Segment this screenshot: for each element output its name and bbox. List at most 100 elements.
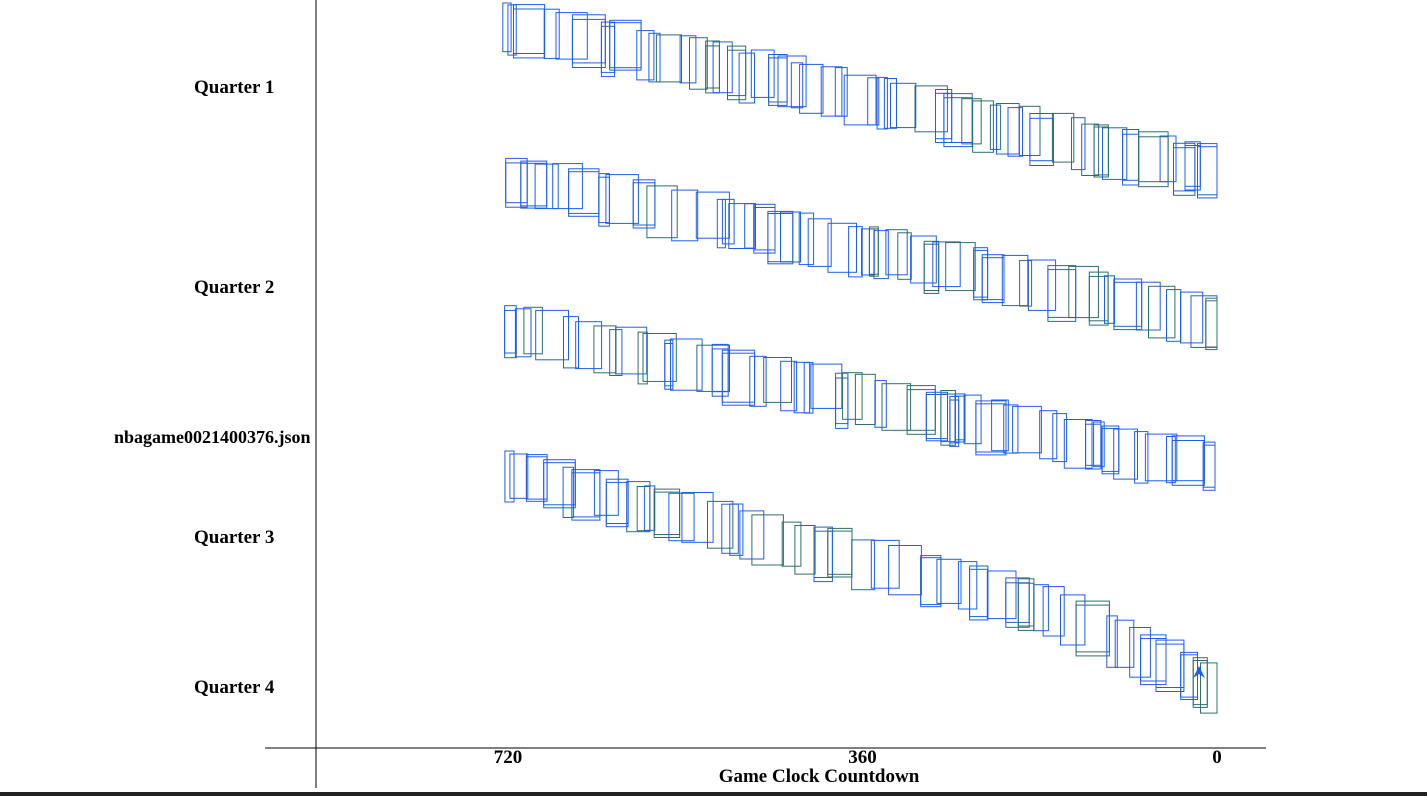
play-box <box>705 45 720 94</box>
play-box <box>637 331 648 385</box>
play-box <box>1155 639 1185 688</box>
play-box <box>981 254 1005 301</box>
play-box <box>520 162 548 209</box>
file-name-label: nbagame0021400376.json <box>114 427 311 447</box>
play-box <box>1051 112 1075 163</box>
play-box <box>738 52 755 104</box>
play-box <box>813 530 833 583</box>
play-box <box>1075 600 1110 653</box>
play-box <box>1205 300 1218 351</box>
play-box <box>969 568 989 621</box>
quarter-1-label: Quarter 1 <box>194 77 274 98</box>
play-box <box>1140 634 1167 682</box>
play-box <box>945 242 976 292</box>
play-box <box>615 326 648 375</box>
play-box <box>1093 421 1105 468</box>
play-box <box>653 491 681 539</box>
play-box <box>751 514 784 566</box>
play-box <box>543 462 576 509</box>
play-box <box>632 179 656 226</box>
play-box <box>936 558 962 604</box>
play-box <box>981 257 1005 304</box>
play-box <box>989 104 1002 150</box>
play-box <box>906 389 936 435</box>
play-box <box>780 360 798 412</box>
play-box <box>605 174 639 224</box>
play-box <box>954 395 966 443</box>
play-box <box>1063 419 1093 469</box>
play-box <box>851 539 875 591</box>
play-box <box>609 22 642 71</box>
play-box <box>543 459 576 506</box>
play-box <box>1113 278 1143 327</box>
play-box <box>1060 594 1086 646</box>
play-box <box>543 8 560 59</box>
play-box <box>897 232 912 280</box>
play-box <box>707 500 734 549</box>
play-box <box>679 35 697 84</box>
play-box <box>664 343 674 390</box>
play-box <box>1138 136 1169 188</box>
play-box <box>827 530 853 578</box>
play-box <box>1159 135 1177 183</box>
play-box <box>534 163 559 210</box>
play-box <box>664 339 674 387</box>
play-box <box>1019 260 1033 307</box>
play-box <box>843 74 877 126</box>
play-box <box>1052 413 1068 463</box>
play-box <box>1155 643 1185 692</box>
play-box <box>711 348 729 397</box>
play-box <box>689 37 708 90</box>
play-box <box>943 97 973 148</box>
play-box <box>575 321 603 370</box>
play-box <box>1197 146 1218 199</box>
play-box <box>827 222 857 273</box>
play-box <box>513 8 546 59</box>
play-box <box>642 333 677 382</box>
play-box <box>514 308 532 358</box>
play-box <box>681 492 714 543</box>
play-box <box>790 62 804 109</box>
play-box <box>1180 291 1204 344</box>
play-box <box>505 157 528 204</box>
play-box <box>949 399 960 447</box>
play-box <box>914 85 948 133</box>
play-box <box>940 393 956 446</box>
play-box <box>1027 259 1057 311</box>
play-box <box>1017 582 1035 631</box>
play-box <box>727 49 747 101</box>
play-box <box>653 488 681 536</box>
play-box <box>854 373 876 425</box>
play-box <box>1173 142 1196 192</box>
play-box <box>972 100 994 153</box>
play-box <box>695 191 730 239</box>
play-box <box>820 66 843 117</box>
window-bottom-border <box>0 792 1427 796</box>
play-box <box>535 309 570 361</box>
play-box <box>504 450 515 503</box>
play-box <box>1114 619 1135 668</box>
play-box <box>1180 654 1198 700</box>
play-box <box>834 67 848 117</box>
play-box <box>1200 662 1218 714</box>
play-box <box>1134 431 1149 484</box>
play-box <box>874 380 887 428</box>
play-box <box>883 78 898 129</box>
play-box <box>867 77 880 126</box>
play-box <box>923 243 940 294</box>
play-box <box>520 160 548 207</box>
play-box <box>1138 131 1169 183</box>
play-box <box>1007 107 1023 157</box>
play-box <box>1202 441 1216 488</box>
play-box <box>1047 265 1077 318</box>
play-box <box>626 481 651 533</box>
play-box <box>750 49 775 98</box>
play-box <box>605 481 629 528</box>
play-box <box>502 2 512 53</box>
play-box <box>1184 145 1201 191</box>
play-box <box>1033 584 1049 632</box>
play-box <box>1166 289 1182 342</box>
play-box <box>949 396 960 444</box>
play-box <box>632 182 656 229</box>
play-box <box>1144 433 1178 482</box>
